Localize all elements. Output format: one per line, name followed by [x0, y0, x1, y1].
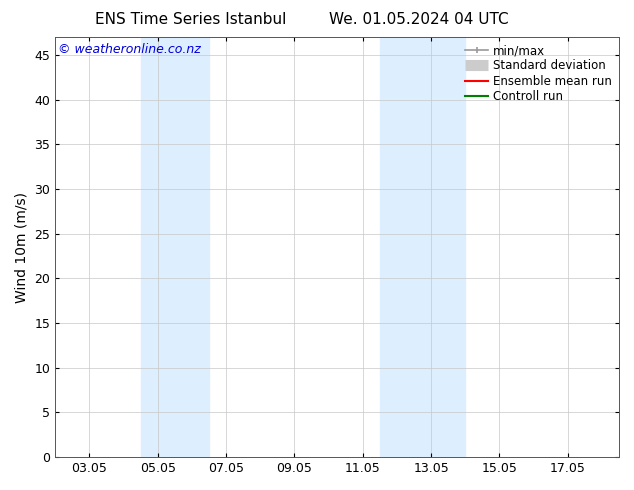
- Text: We. 01.05.2024 04 UTC: We. 01.05.2024 04 UTC: [328, 12, 508, 27]
- Bar: [380, 37, 431, 457]
- Y-axis label: Wind 10m (m/s): Wind 10m (m/s): [15, 192, 29, 303]
- Text: ENS Time Series Istanbul: ENS Time Series Istanbul: [94, 12, 286, 27]
- Legend: min/max, Standard deviation, Ensemble mean run, Controll run: min/max, Standard deviation, Ensemble me…: [460, 39, 617, 108]
- Bar: [431, 37, 465, 457]
- Bar: [141, 37, 209, 457]
- Text: © weatheronline.co.nz: © weatheronline.co.nz: [58, 43, 201, 56]
